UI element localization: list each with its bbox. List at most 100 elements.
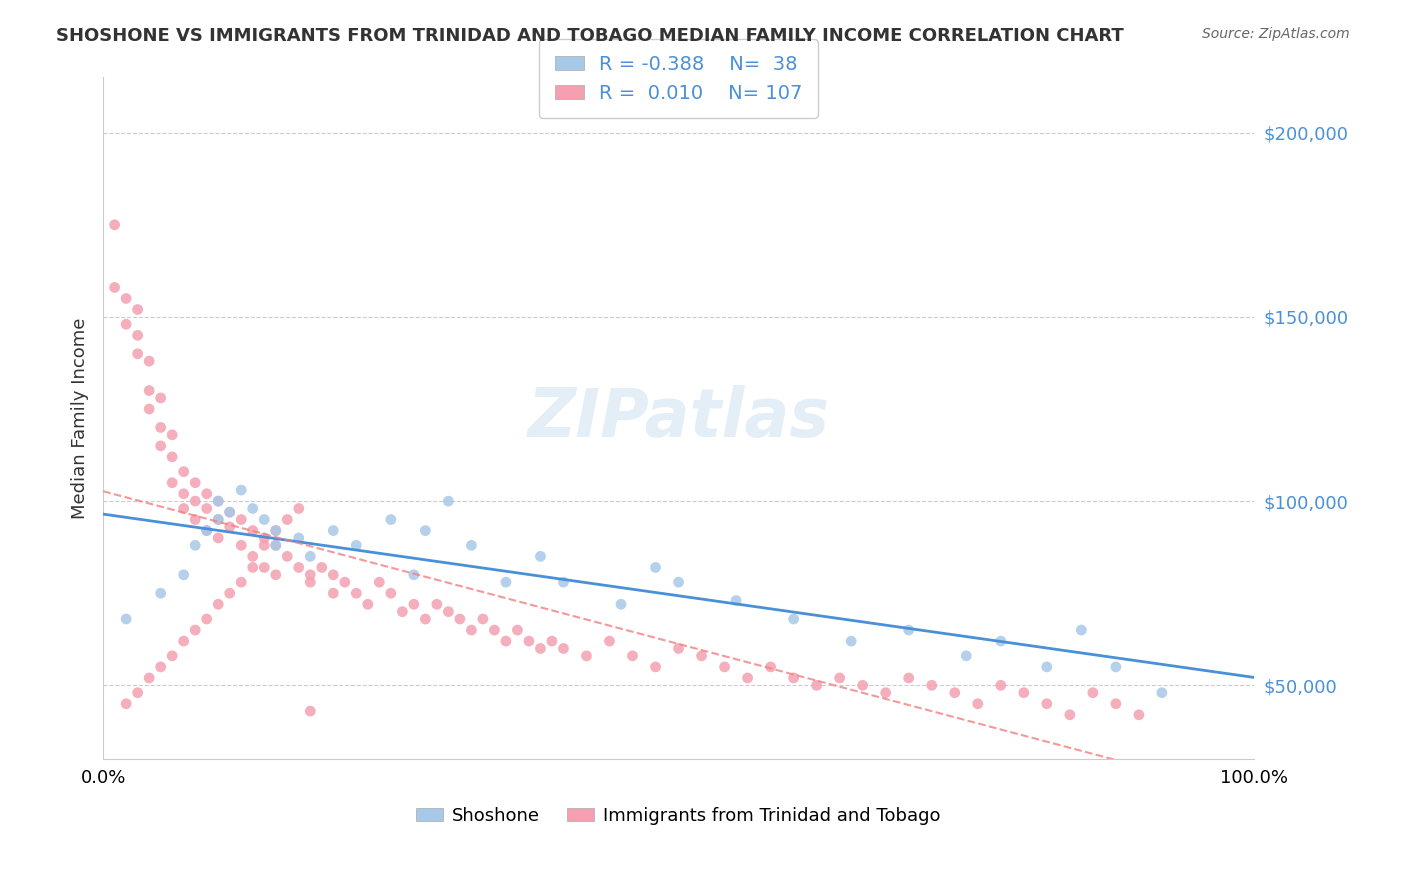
- Point: [368, 575, 391, 590]
- Point: [506, 623, 529, 637]
- Point: [242, 524, 264, 538]
- Point: [299, 567, 322, 582]
- Point: [943, 686, 966, 700]
- Point: [357, 597, 380, 611]
- Point: [495, 634, 517, 648]
- Point: [322, 524, 344, 538]
- Point: [127, 347, 149, 361]
- Point: [875, 686, 897, 700]
- Point: [149, 586, 172, 600]
- Point: [553, 575, 575, 590]
- Point: [242, 549, 264, 564]
- Text: ZIPatlas: ZIPatlas: [527, 385, 830, 451]
- Point: [218, 505, 240, 519]
- Point: [173, 634, 195, 648]
- Point: [299, 549, 322, 564]
- Point: [1036, 697, 1059, 711]
- Point: [449, 612, 471, 626]
- Point: [668, 575, 690, 590]
- Point: [231, 538, 253, 552]
- Point: [264, 538, 287, 552]
- Point: [966, 697, 988, 711]
- Point: [437, 494, 460, 508]
- Point: [127, 302, 149, 317]
- Point: [173, 501, 195, 516]
- Point: [1070, 623, 1092, 637]
- Point: [242, 560, 264, 574]
- Point: [322, 567, 344, 582]
- Point: [138, 402, 160, 417]
- Point: [828, 671, 851, 685]
- Y-axis label: Median Family Income: Median Family Income: [72, 318, 89, 519]
- Point: [115, 697, 138, 711]
- Point: [426, 597, 449, 611]
- Point: [242, 501, 264, 516]
- Point: [806, 678, 828, 692]
- Point: [1036, 660, 1059, 674]
- Point: [460, 623, 482, 637]
- Point: [207, 494, 229, 508]
- Point: [553, 641, 575, 656]
- Point: [299, 704, 322, 718]
- Point: [264, 524, 287, 538]
- Point: [402, 597, 425, 611]
- Point: [160, 450, 183, 464]
- Point: [264, 524, 287, 538]
- Point: [322, 586, 344, 600]
- Point: [1012, 686, 1035, 700]
- Point: [207, 531, 229, 545]
- Point: [138, 671, 160, 685]
- Point: [127, 686, 149, 700]
- Point: [149, 391, 172, 405]
- Point: [264, 538, 287, 552]
- Point: [184, 475, 207, 490]
- Point: [1105, 697, 1128, 711]
- Point: [782, 671, 804, 685]
- Point: [380, 512, 402, 526]
- Point: [782, 612, 804, 626]
- Point: [415, 612, 437, 626]
- Point: [253, 531, 276, 545]
- Point: [484, 623, 506, 637]
- Point: [160, 427, 183, 442]
- Point: [173, 567, 195, 582]
- Point: [253, 560, 276, 574]
- Point: [115, 292, 138, 306]
- Point: [127, 328, 149, 343]
- Point: [839, 634, 862, 648]
- Point: [184, 494, 207, 508]
- Point: [104, 280, 127, 294]
- Point: [231, 512, 253, 526]
- Point: [471, 612, 494, 626]
- Point: [1105, 660, 1128, 674]
- Point: [195, 524, 218, 538]
- Point: [184, 538, 207, 552]
- Point: [541, 634, 564, 648]
- Point: [287, 501, 309, 516]
- Point: [437, 605, 460, 619]
- Point: [621, 648, 644, 663]
- Point: [759, 660, 782, 674]
- Point: [1150, 686, 1173, 700]
- Point: [990, 634, 1012, 648]
- Point: [276, 512, 298, 526]
- Point: [160, 648, 183, 663]
- Text: Source: ZipAtlas.com: Source: ZipAtlas.com: [1202, 27, 1350, 41]
- Point: [311, 560, 333, 574]
- Point: [264, 567, 287, 582]
- Point: [218, 505, 240, 519]
- Point: [138, 354, 160, 368]
- Point: [207, 512, 229, 526]
- Point: [737, 671, 759, 685]
- Point: [115, 318, 138, 332]
- Point: [195, 612, 218, 626]
- Point: [184, 623, 207, 637]
- Point: [391, 605, 413, 619]
- Point: [218, 520, 240, 534]
- Point: [897, 623, 920, 637]
- Point: [415, 524, 437, 538]
- Point: [1128, 707, 1150, 722]
- Point: [610, 597, 633, 611]
- Point: [276, 549, 298, 564]
- Point: [104, 218, 127, 232]
